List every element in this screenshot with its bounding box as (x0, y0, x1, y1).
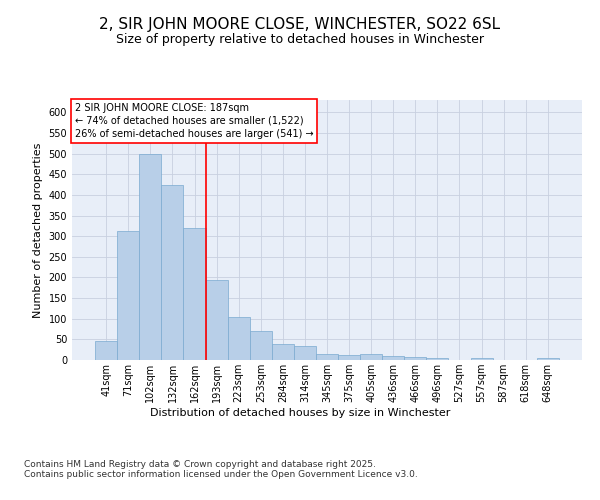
Bar (537, 358, 559, 360)
Text: Size of property relative to detached houses in Winchester: Size of property relative to detached ho… (116, 32, 484, 46)
Bar (316, 354, 338, 360)
Bar (250, 331, 272, 360)
Text: 2, SIR JOHN MOORE CLOSE, WINCHESTER, SO22 6SL: 2, SIR JOHN MOORE CLOSE, WINCHESTER, SO2… (100, 18, 500, 32)
Bar (227, 316, 250, 360)
Bar (360, 354, 382, 360)
Y-axis label: Number of detached properties: Number of detached properties (33, 142, 43, 318)
Bar (338, 355, 360, 360)
Text: Contains HM Land Registry data © Crown copyright and database right 2025.
Contai: Contains HM Land Registry data © Crown c… (24, 460, 418, 479)
Bar (139, 154, 161, 360)
Bar (382, 356, 404, 360)
Bar (427, 358, 448, 360)
Bar (161, 185, 184, 360)
Text: Distribution of detached houses by size in Winchester: Distribution of detached houses by size … (150, 408, 450, 418)
Bar (184, 228, 206, 360)
Bar (95, 341, 117, 360)
Bar (404, 357, 427, 360)
Text: 2 SIR JOHN MOORE CLOSE: 187sqm
← 74% of detached houses are smaller (1,522)
26% : 2 SIR JOHN MOORE CLOSE: 187sqm ← 74% of … (74, 102, 313, 139)
Bar (470, 358, 493, 360)
Bar (294, 346, 316, 360)
Bar (272, 344, 294, 360)
Bar (206, 280, 227, 360)
Bar (117, 231, 139, 360)
